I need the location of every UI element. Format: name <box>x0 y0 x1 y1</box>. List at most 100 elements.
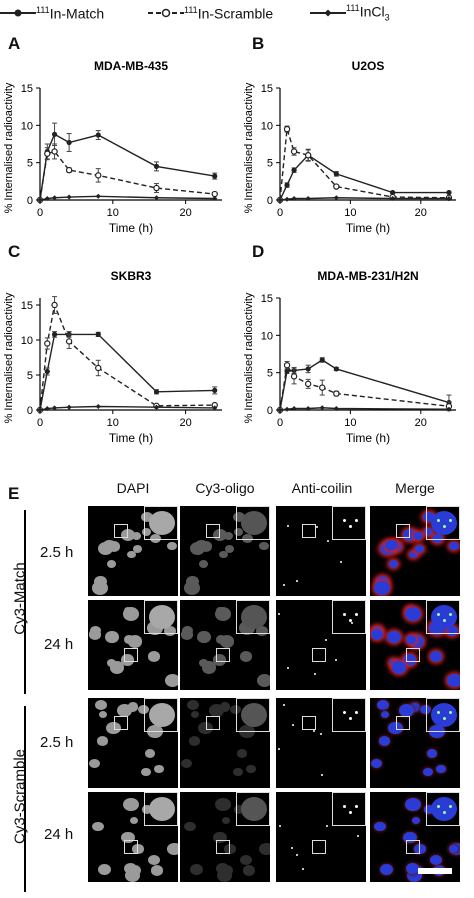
cell-nucleus <box>127 703 138 713</box>
inset-coilin-dot <box>437 805 440 808</box>
cell-nucleus <box>241 534 253 544</box>
x-tick-label: 20 <box>415 417 427 429</box>
series-line-0 <box>39 333 215 411</box>
coilin-dot <box>287 524 290 527</box>
cell-nucleus <box>121 831 135 844</box>
zoom-inset <box>236 506 270 540</box>
cell-nucleus <box>376 699 389 711</box>
cell-nucleus <box>258 541 269 551</box>
x-axis-label: Time (h) <box>346 221 390 235</box>
cell-nucleus <box>409 550 419 559</box>
cell-nucleus <box>140 767 151 776</box>
micrograph-anti-coilin-row-1 <box>276 506 366 596</box>
cell-nucleus <box>277 629 290 640</box>
zoom-inset <box>144 792 178 826</box>
data-point <box>290 373 298 380</box>
cell-nucleus <box>379 863 393 876</box>
coilin-dot <box>351 622 354 625</box>
data-point <box>284 196 290 202</box>
x-tick-label: 0 <box>277 417 283 429</box>
y-axis-label: % Internalised radioactivity <box>243 292 255 423</box>
cell-nucleus <box>339 865 351 876</box>
cell-nucleus <box>127 550 137 559</box>
cell-nucleus <box>141 528 152 537</box>
data-point <box>65 166 73 174</box>
column-header-cy3-oligo: Cy3-oligo <box>195 480 255 496</box>
region-of-interest-box <box>114 716 128 730</box>
data-point <box>290 148 298 155</box>
y-axis-label: % Internalised radioactivity <box>3 82 15 213</box>
inset-coilin-dot <box>449 805 452 808</box>
cell-nucleus <box>412 817 421 825</box>
series-line-1 <box>39 150 215 201</box>
inset-coilin-dot <box>355 613 358 616</box>
panel-letter-d: D <box>252 242 265 261</box>
cell-nucleus <box>321 545 330 553</box>
region-of-interest-box <box>406 648 420 662</box>
group-label-match: Cy3-Match <box>11 562 29 635</box>
data-point <box>283 125 291 133</box>
inset-nucleus <box>149 511 175 535</box>
data-point <box>66 194 72 200</box>
data-point <box>153 163 160 169</box>
cell-nucleus <box>190 711 199 718</box>
x-tick-label: 0 <box>37 417 43 429</box>
zoom-inset <box>332 698 366 732</box>
region-of-interest-box <box>216 840 230 854</box>
x-tick-label: 0 <box>37 207 43 219</box>
inset-nucleus <box>431 797 457 821</box>
chart-panel-d: MDA-MB-231/H2N 0 5 10 15 0 10 20 Time (h) % Inter… <box>243 269 456 445</box>
region-of-interest-box <box>396 716 410 730</box>
cell-nucleus <box>355 845 364 853</box>
data-point <box>66 139 72 146</box>
cell-nucleus <box>219 703 230 713</box>
y-axis-label: % Internalised radioactivity <box>3 292 15 423</box>
inset-nucleus <box>149 797 175 821</box>
cell-nucleus <box>148 854 161 865</box>
data-point <box>283 361 291 369</box>
y-tick-label: 0 <box>267 195 273 207</box>
cell-nucleus <box>342 765 351 773</box>
data-point <box>305 366 311 372</box>
cell-nucleus <box>298 661 313 674</box>
cell-nucleus <box>333 749 343 758</box>
coilin-dot <box>326 539 329 542</box>
cell-nucleus <box>336 651 348 662</box>
region-of-interest-box <box>206 716 220 730</box>
region-of-interest-box <box>124 840 138 854</box>
micrograph-merge-row-4 <box>370 792 460 882</box>
inset-coilin-dot <box>437 711 440 714</box>
cell-nucleus <box>424 805 434 814</box>
y-tick-label: 5 <box>27 370 33 382</box>
cell-nucleus <box>216 635 227 644</box>
coilin-dot <box>291 847 294 850</box>
data-point <box>44 368 50 375</box>
x-tick-label: 10 <box>107 417 119 429</box>
data-point <box>153 404 160 410</box>
inset-nucleus <box>241 797 267 821</box>
cell-nucleus <box>419 704 432 715</box>
cell-nucleus <box>431 534 443 544</box>
cell-nucleus <box>201 661 217 674</box>
data-point <box>211 190 218 198</box>
region-of-interest-box <box>124 648 138 662</box>
cell-nucleus <box>105 631 119 643</box>
data-point <box>291 195 297 202</box>
cell-nucleus <box>374 821 386 832</box>
y-tick-label: 5 <box>27 158 33 170</box>
series-line-1 <box>39 302 215 411</box>
cell-nucleus <box>131 532 141 541</box>
data-point <box>51 331 58 337</box>
cell-nucleus <box>385 539 398 551</box>
cell-nucleus <box>448 541 459 551</box>
data-point <box>51 148 58 155</box>
cell-nucleus <box>215 607 232 621</box>
cell-nucleus <box>291 540 303 551</box>
zoom-inset <box>236 792 270 826</box>
inset-coilin-dot <box>443 717 446 720</box>
cell-nucleus <box>184 581 200 595</box>
x-tick-label: 0 <box>277 207 283 219</box>
data-point <box>153 389 160 395</box>
region-of-interest-box <box>396 524 410 538</box>
coilin-dot <box>321 774 324 777</box>
